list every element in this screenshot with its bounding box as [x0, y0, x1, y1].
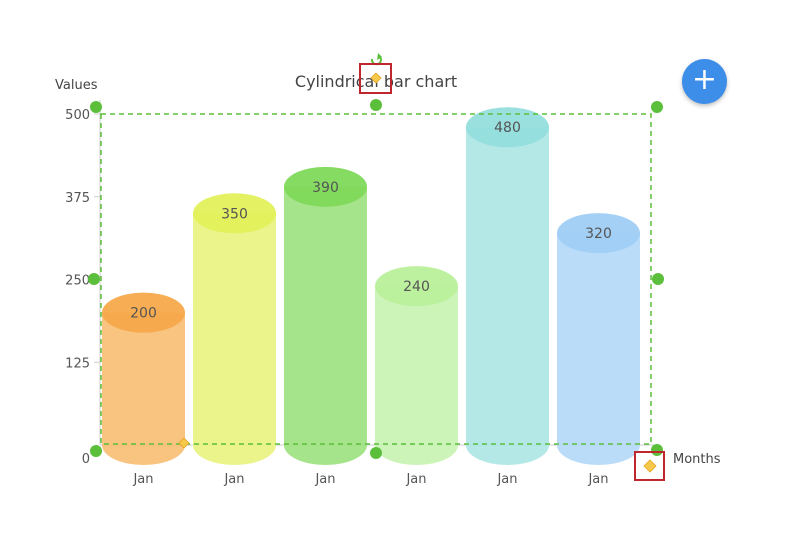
- bar-top: [466, 107, 549, 148]
- y-axis-ticks: 0 125 250 375 500: [65, 108, 100, 467]
- y-tick-label: 125: [65, 356, 90, 371]
- bar: [375, 286, 458, 465]
- bar-series: 200 350 390 240 480 320: [102, 107, 640, 466]
- bar: [102, 312, 185, 465]
- rotate-arrow: [377, 53, 382, 60]
- bar: [193, 213, 276, 465]
- data-label: 240: [403, 279, 430, 295]
- add-button[interactable]: +: [682, 59, 727, 104]
- y-tick-label: 375: [65, 191, 90, 206]
- resize-handle[interactable]: [651, 444, 663, 456]
- selection-frame[interactable]: [88, 53, 665, 481]
- resize-handle[interactable]: [88, 273, 100, 285]
- x-tick-label: Jan: [405, 472, 426, 487]
- bar: [284, 186, 367, 465]
- data-label: 350: [221, 206, 248, 222]
- x-tick-label: Jan: [223, 472, 244, 487]
- bar-top: [557, 213, 640, 254]
- bar-top: [284, 166, 367, 207]
- bar: [557, 233, 640, 465]
- x-axis-ticks: Jan Jan Jan Jan Jan Jan: [132, 472, 608, 487]
- highlight-box: [359, 63, 392, 94]
- bar-top: [193, 193, 276, 234]
- x-axis-label: Months: [673, 452, 721, 467]
- resize-handle[interactable]: [370, 447, 382, 459]
- top-control-point[interactable]: [370, 72, 382, 84]
- plus-icon: +: [691, 62, 718, 97]
- data-label: 320: [585, 226, 612, 242]
- x-tick-label: Jan: [314, 472, 335, 487]
- resize-handle[interactable]: [90, 445, 102, 457]
- resize-handle[interactable]: [651, 101, 663, 113]
- data-label: 200: [130, 306, 157, 322]
- x-tick-label: Jan: [587, 472, 608, 487]
- bar-top: [102, 292, 185, 333]
- resize-handle[interactable]: [370, 99, 382, 111]
- bar-top: [375, 266, 458, 307]
- selection-border: [100, 113, 652, 445]
- resize-handle[interactable]: [90, 101, 102, 113]
- y-tick-label: 500: [65, 108, 90, 123]
- x-tick-label: Jan: [132, 472, 153, 487]
- y-axis-label: Values: [55, 78, 98, 93]
- axis-control-point[interactable]: [178, 437, 190, 449]
- y-tick-label: 250: [65, 274, 90, 289]
- bar: [466, 127, 549, 466]
- resize-handle[interactable]: [652, 273, 664, 285]
- x-tick-label: Jan: [496, 472, 517, 487]
- size-control-point[interactable]: [643, 459, 657, 473]
- data-label: 480: [494, 120, 521, 136]
- y-tick-label: 0: [82, 452, 90, 467]
- data-label: 390: [312, 180, 339, 196]
- highlight-box: [634, 451, 665, 481]
